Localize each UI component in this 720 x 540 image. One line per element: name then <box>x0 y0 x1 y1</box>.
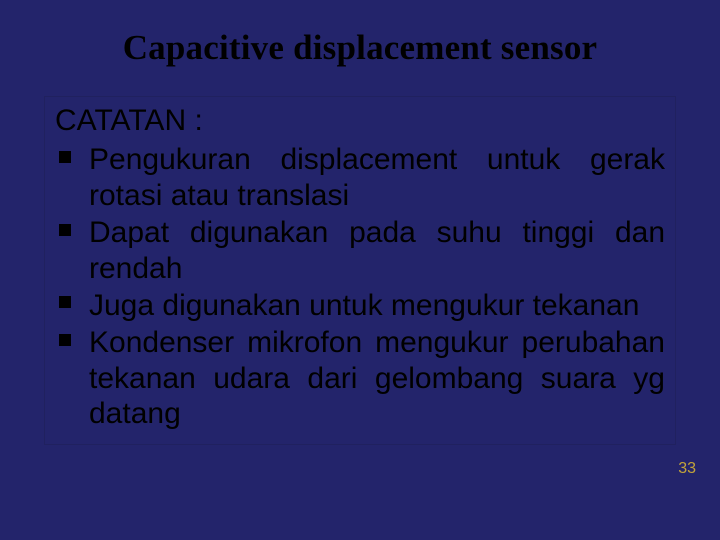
list-item-text: Pengukuran displacement untuk gerak rota… <box>89 143 665 211</box>
list-item-text: Kondenser mikrofon mengukur perubahan te… <box>89 326 665 430</box>
square-bullet-icon <box>59 334 71 346</box>
list-item-text: Juga digunakan untuk mengukur tekanan <box>89 289 639 322</box>
square-bullet-icon <box>59 224 71 236</box>
list-item: Kondenser mikrofon mengukur perubahan te… <box>55 325 665 431</box>
bullet-list: Pengukuran displacement untuk gerak rota… <box>51 142 669 431</box>
square-bullet-icon <box>59 296 71 308</box>
slide-title: Capacitive displacement sensor <box>0 0 720 88</box>
content-box: CATATAN : Pengukuran displacement untuk … <box>44 96 676 445</box>
page-number: 33 <box>678 460 696 478</box>
list-item-text: Dapat digunakan pada suhu tinggi dan ren… <box>89 216 665 284</box>
list-item: Dapat digunakan pada suhu tinggi dan ren… <box>55 215 665 286</box>
slide: Capacitive displacement sensor CATATAN :… <box>0 0 720 540</box>
square-bullet-icon <box>59 151 71 163</box>
list-item: Pengukuran displacement untuk gerak rota… <box>55 142 665 213</box>
list-item: Juga digunakan untuk mengukur tekanan <box>55 288 665 323</box>
note-label: CATATAN : <box>55 103 669 138</box>
